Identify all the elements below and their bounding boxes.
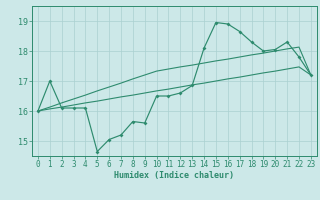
X-axis label: Humidex (Indice chaleur): Humidex (Indice chaleur) (115, 171, 234, 180)
